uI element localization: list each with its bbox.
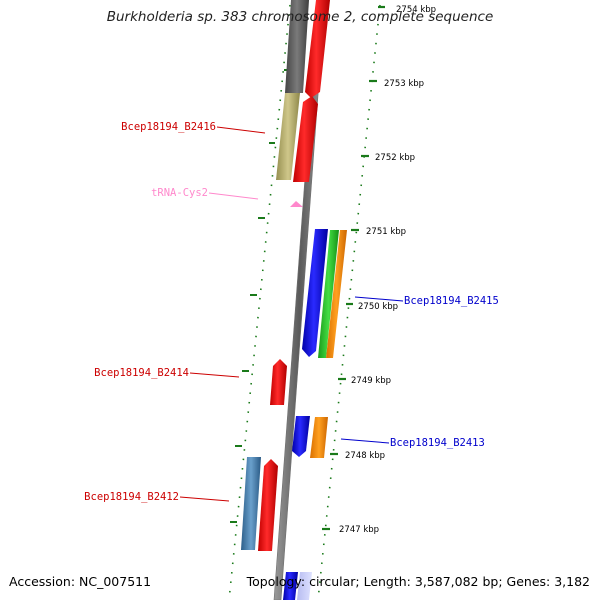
ruler-tick-label: 2747 kbp (339, 525, 379, 535)
gene-red-b2412 (258, 459, 278, 551)
topology-text: Topology: circular; Length: 3,587,082 bp… (246, 574, 590, 589)
left-guide-ticks (230, 69, 290, 523)
accession-text: Accession: NC_007511 (9, 574, 152, 589)
gene-red-b2416 (293, 96, 318, 182)
map-title: Burkholderia sp. 383 chromosome 2, compl… (106, 9, 494, 25)
gene-orange-b2415 (326, 230, 347, 358)
gene-blue-b2413 (292, 416, 310, 457)
gene-labels: Bcep18194_B2416 tRNA-Cys2 Bcep18194_B241… (84, 121, 499, 503)
gene-pale-bottom (297, 572, 312, 600)
gene-red-b2414 (270, 359, 287, 405)
ruler-tick-label: 2754 kbp (396, 5, 436, 15)
ruler-tick-label: 2748 kbp (345, 451, 385, 461)
gene-gray-top (285, 0, 309, 93)
gene-label[interactable]: Bcep18194_B2412 (84, 491, 179, 503)
gene-label[interactable]: tRNA-Cys2 (151, 187, 208, 199)
gene-orange-b2413 (310, 417, 328, 458)
gene-label[interactable]: Bcep18194_B2413 (390, 437, 485, 449)
gene-label[interactable]: Bcep18194_B2414 (94, 367, 189, 379)
label-leaders (179, 126, 404, 502)
ruler-tick-label: 2750 kbp (358, 302, 398, 312)
ruler-tick-label: 2753 kbp (384, 79, 424, 89)
gene-olive-b2416 (276, 93, 300, 180)
gene-blue-bottom (283, 572, 298, 600)
gene-red-top (305, 0, 330, 98)
gene-label[interactable]: Bcep18194_B2416 (121, 121, 216, 133)
ruler-tick-label: 2749 kbp (351, 376, 391, 386)
gene-steel-b2412 (241, 457, 261, 550)
ruler-tick-label: 2752 kbp (375, 153, 415, 163)
gene-blue-b2415 (302, 229, 328, 357)
gene-green-b2415 (318, 230, 339, 358)
gene-label[interactable]: Bcep18194_B2415 (404, 295, 499, 307)
ruler-tick-marks (322, 5, 385, 531)
ruler-tick-label: 2751 kbp (366, 227, 406, 237)
trna-cys2-marker (290, 201, 303, 207)
ruler-labels: 2754 kbp 2753 kbp 2752 kbp 2751 kbp 2750… (339, 5, 436, 535)
